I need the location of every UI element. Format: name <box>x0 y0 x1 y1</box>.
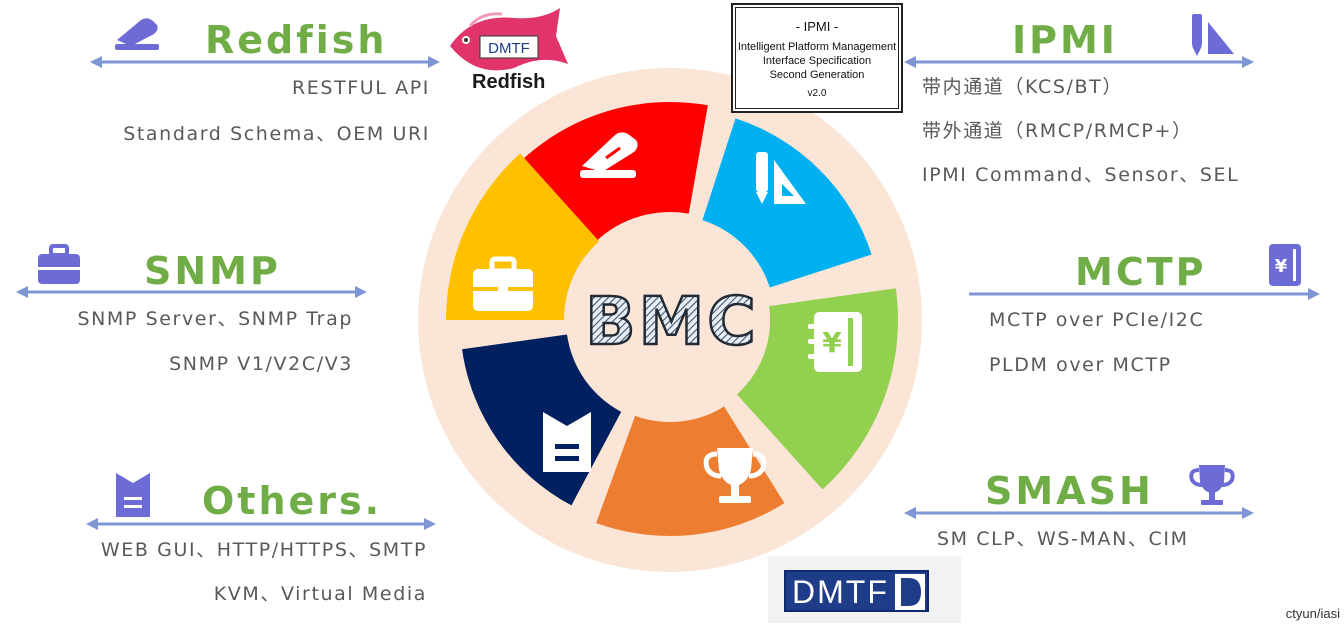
redfish-arrow <box>90 56 440 68</box>
others-document-icon <box>116 473 150 517</box>
arrows <box>16 56 1320 530</box>
smash-arrow <box>904 507 1254 519</box>
dmtf-d-mark-icon <box>895 574 925 610</box>
smash-title: SMASH <box>985 469 1154 513</box>
mctp-title: MCTP <box>1075 250 1207 294</box>
center-label: BMC <box>585 283 758 360</box>
svg-text:¥: ¥ <box>1275 256 1288 277</box>
redfish-logo-badge: DMTF <box>488 40 530 57</box>
ipmi-item: IPMI Command、Sensor、SEL <box>922 164 1240 186</box>
others-item: WEB GUI、HTTP/HTTPS、SMTP <box>100 539 427 561</box>
dmtf-logo: DMTF <box>768 556 961 623</box>
ipmi-item: 带内通道（KCS/BT） <box>922 76 1123 98</box>
snmp-title: SNMP <box>144 249 281 293</box>
redfish-logo-word: Redfish <box>472 71 546 93</box>
smash-trophy-icon <box>1189 465 1235 505</box>
center-disc-overlay <box>570 220 770 420</box>
pencil-ruler-icon <box>756 152 806 204</box>
trophy-icon <box>703 448 767 503</box>
segment-orange <box>596 406 785 537</box>
snmp-item: SNMP V1/V2C/V3 <box>169 353 353 375</box>
redfish-fish-logo: DMTF <box>450 8 568 71</box>
document-icon <box>543 412 591 472</box>
mctp-notebook-yen-icon: ¥ <box>1269 244 1301 286</box>
others-item: KVM、Virtual Media <box>213 583 427 605</box>
ipmi-title: IPMI <box>1012 18 1118 62</box>
citation-text: ctyun/iasi <box>1285 606 1340 621</box>
ipmi-spec-line: Intelligent Platform Management <box>737 41 897 53</box>
smash-item: SM CLP、WS-MAN、CIM <box>937 528 1189 550</box>
snmp-item: SNMP Server、SNMP Trap <box>77 308 353 330</box>
svg-text:¥: ¥ <box>822 326 842 359</box>
others-arrow <box>86 518 436 530</box>
ipmi-spec-version: v2.0 <box>807 88 827 99</box>
ipmi-arrow <box>904 56 1254 68</box>
dmtf-logo-text: DMTF <box>792 574 889 610</box>
others-title: Others. <box>202 479 383 523</box>
ipmi-item: 带外通道（RMCP/RMCP+） <box>922 120 1193 142</box>
snmp-briefcase-icon <box>38 244 80 284</box>
redfish-item: RESTFUL API <box>292 77 430 99</box>
redfish-stapler-icon <box>115 18 159 50</box>
ipmi-spec-title: - IPMI - <box>795 19 839 34</box>
stapler-icon <box>580 132 638 178</box>
mctp-item: MCTP over PCIe/I2C <box>989 309 1205 331</box>
ipmi-spec-line: Interface Specification <box>762 55 872 67</box>
notebook-yen-icon: ¥ <box>808 312 862 372</box>
mctp-arrow <box>969 288 1320 300</box>
snmp-arrow <box>16 286 367 298</box>
ipmi-spec-line: Second Generation <box>769 69 865 81</box>
ipmi-pencil-ruler-icon <box>1192 14 1234 56</box>
briefcase-icon <box>473 256 533 311</box>
mctp-item: PLDM over MCTP <box>989 354 1172 376</box>
redfish-title: Redfish <box>205 18 388 62</box>
redfish-item: Standard Schema、OEM URI <box>123 123 430 145</box>
ipmi-spec-cover: - IPMI - Intelligent Platform Management… <box>731 3 903 113</box>
